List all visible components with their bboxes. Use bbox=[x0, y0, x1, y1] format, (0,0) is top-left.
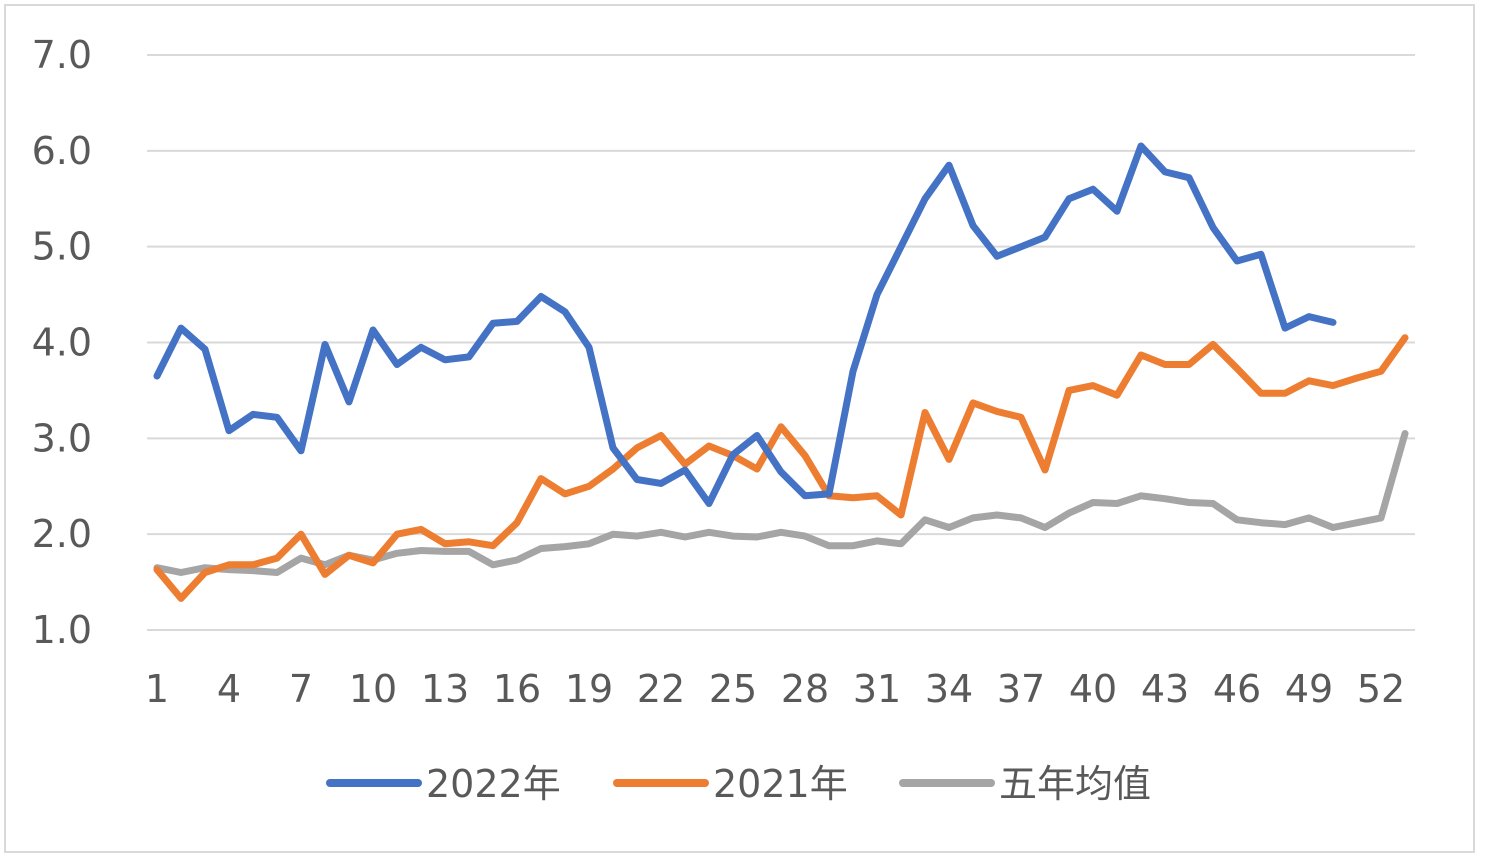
gridlines bbox=[147, 54, 1415, 631]
series-line-2 bbox=[153, 334, 1409, 602]
x-tick-label: 16 bbox=[493, 667, 541, 711]
x-tick-label: 37 bbox=[997, 667, 1045, 711]
x-tick-label: 43 bbox=[1141, 667, 1189, 711]
x-tick-label: 13 bbox=[421, 667, 469, 711]
x-tick-label: 46 bbox=[1213, 667, 1261, 711]
y-tick-label: 4.0 bbox=[32, 321, 92, 365]
y-tick-label: 7.0 bbox=[32, 33, 92, 77]
x-tick-label: 52 bbox=[1357, 667, 1405, 711]
legend-label-3: 五年均值 bbox=[999, 762, 1151, 806]
series-line-3 bbox=[153, 430, 1409, 576]
y-axis-tick-labels: 1.0 2.0 3.0 4.0 5.0 6.0 7.0 bbox=[32, 33, 92, 652]
x-tick-label: 19 bbox=[565, 667, 613, 711]
x-tick-label: 22 bbox=[637, 667, 685, 711]
chart-frame bbox=[4, 4, 1475, 853]
series-line-1 bbox=[153, 142, 1337, 507]
y-tick-label: 1.0 bbox=[32, 608, 92, 652]
x-axis-tick-labels: 1 4 7 10 13 16 19 22 25 28 31 34 37 40 43 46 49 52 bbox=[145, 667, 1405, 711]
legend-label-1: 2022年 bbox=[426, 762, 561, 806]
x-tick-label: 10 bbox=[349, 667, 397, 711]
x-tick-label: 1 bbox=[145, 667, 169, 711]
x-tick-label: 25 bbox=[709, 667, 757, 711]
x-tick-label: 4 bbox=[217, 667, 241, 711]
legend: 2022年 2021年 五年均值 bbox=[326, 762, 1151, 806]
x-tick-label: 31 bbox=[853, 667, 901, 711]
x-tick-label: 7 bbox=[289, 667, 313, 711]
x-tick-label: 34 bbox=[925, 667, 973, 711]
y-tick-label: 5.0 bbox=[32, 225, 92, 269]
x-tick-label: 40 bbox=[1069, 667, 1117, 711]
y-tick-label: 6.0 bbox=[32, 129, 92, 173]
series-lines bbox=[153, 142, 1409, 602]
x-tick-label: 28 bbox=[781, 667, 829, 711]
y-tick-label: 3.0 bbox=[32, 416, 92, 460]
y-tick-label: 2.0 bbox=[32, 512, 92, 556]
legend-label-2: 2021年 bbox=[713, 762, 848, 806]
x-tick-label: 49 bbox=[1285, 667, 1333, 711]
